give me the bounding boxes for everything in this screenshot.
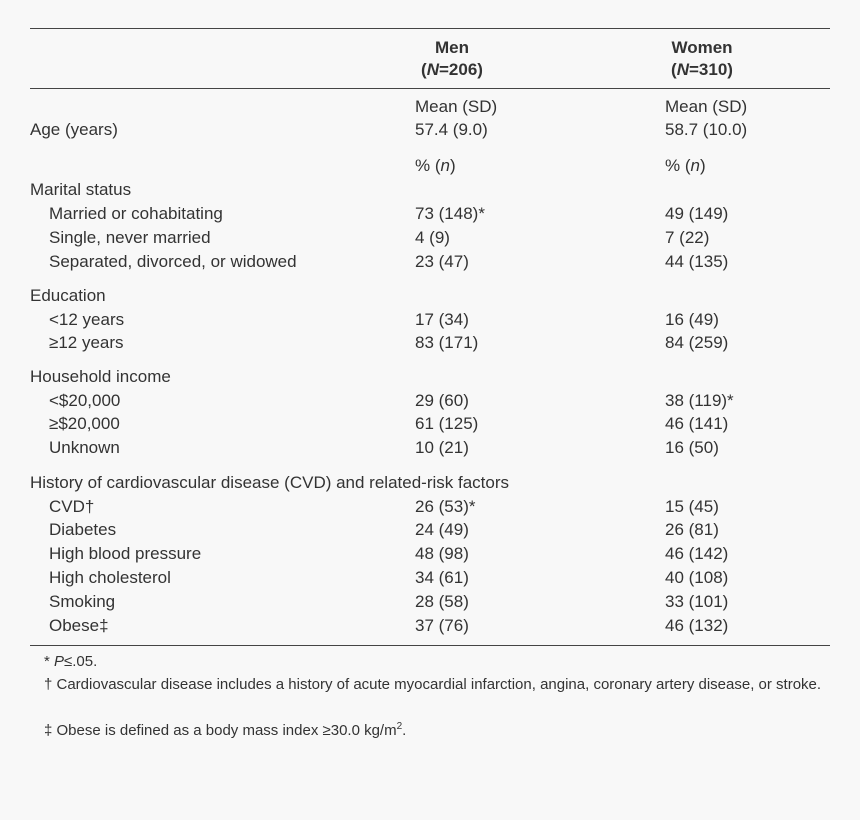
cell: 4 (9) (415, 228, 450, 247)
text-part: % ( (665, 156, 691, 175)
cell: 40 (108) (665, 568, 729, 587)
cell: 26 (81) (665, 520, 719, 539)
row-label: ≥12 years (49, 333, 124, 352)
row-label: High blood pressure (49, 544, 202, 563)
text-part: ( (421, 60, 427, 79)
row-label: ≥$20,000 (49, 414, 120, 433)
cell: 34 (61) (415, 568, 469, 587)
cell: 15 (45) (665, 497, 719, 516)
cell: 16 (50) (665, 438, 719, 457)
footnote: * P≤.05. (30, 652, 830, 672)
cell: Mean (SD) (415, 97, 498, 116)
row-label: Diabetes (49, 520, 117, 539)
top-rule (30, 28, 830, 29)
text-part: N (426, 60, 439, 79)
text-part: ( (671, 60, 677, 79)
text-part: =206) (439, 60, 483, 79)
text-part: P (54, 653, 65, 670)
text-part: n (690, 156, 700, 175)
row-label: Smoking (49, 592, 116, 611)
cell: 23 (47) (415, 252, 469, 271)
row-label: High cholesterol (49, 568, 171, 587)
column-header: Men (435, 38, 469, 57)
text-part: ) (449, 156, 456, 175)
cell: 37 (76) (415, 616, 469, 635)
header-rule (30, 88, 830, 89)
text-part: ‡ Obese is defined as a body mass index … (44, 722, 397, 739)
row-label: Married or cohabitating (49, 204, 223, 223)
cell: 24 (49) (415, 520, 469, 539)
cell: 49 (149) (665, 204, 729, 223)
cell: 46 (132) (665, 616, 729, 635)
cell: 28 (58) (415, 592, 469, 611)
cell: 44 (135) (665, 252, 729, 271)
row-label: Education (30, 286, 106, 305)
cell: 33 (101) (665, 592, 729, 611)
text-part: =310) (689, 60, 733, 79)
row-label: Separated, divorced, or widowed (49, 252, 297, 271)
column-n: (N=206) (382, 60, 522, 80)
row-label: <12 years (49, 310, 125, 329)
text-part: N (676, 60, 689, 79)
row-label: Unknown (49, 438, 120, 457)
cell: 73 (148)* (415, 204, 485, 223)
footnote: † Cardiovascular disease includes a hist… (30, 675, 830, 695)
row-label: Obese‡ (49, 616, 109, 635)
cell: 29 (60) (415, 391, 469, 410)
cell: 46 (142) (665, 544, 729, 563)
text-part: ) (699, 156, 706, 175)
footnote: ‡ Obese is defined as a body mass index … (30, 717, 830, 741)
row-label: Age (years) (30, 120, 118, 139)
text-part: * (44, 653, 55, 670)
cell: 38 (119)* (665, 391, 734, 410)
text-part: . (402, 722, 407, 739)
cell: 48 (98) (415, 544, 469, 563)
text-part: ≤.05. (64, 653, 98, 670)
row-label: CVD† (49, 497, 95, 516)
cell: 84 (259) (665, 333, 729, 352)
column-header: Women (671, 38, 733, 57)
cell: 7 (22) (665, 228, 710, 247)
cell: 10 (21) (415, 438, 469, 457)
cell: 83 (171) (415, 333, 479, 352)
cell: 46 (141) (665, 414, 729, 433)
row-label: History of cardiovascular disease (CVD) … (30, 473, 510, 492)
text-part: n (440, 156, 450, 175)
cell: 16 (49) (665, 310, 719, 329)
column-n: (N=310) (632, 60, 772, 80)
row-label: Single, never married (49, 228, 211, 247)
row-label: Household income (30, 367, 171, 386)
cell: 57.4 (9.0) (415, 120, 488, 139)
text-part: † Cardiovascular disease includes a hist… (44, 676, 822, 693)
text-part: 2 (396, 721, 403, 732)
cell: 17 (34) (415, 310, 469, 329)
cell: 26 (53)* (415, 497, 476, 516)
cell: 58.7 (10.0) (665, 120, 748, 139)
text-part: % ( (415, 156, 441, 175)
bottom-rule (30, 645, 830, 646)
cell: % (n) (415, 156, 456, 176)
row-label: <$20,000 (49, 391, 121, 410)
row-label: Marital status (30, 180, 132, 199)
cell: % (n) (665, 156, 706, 176)
cell: Mean (SD) (665, 97, 748, 116)
cell: 61 (125) (415, 414, 479, 433)
